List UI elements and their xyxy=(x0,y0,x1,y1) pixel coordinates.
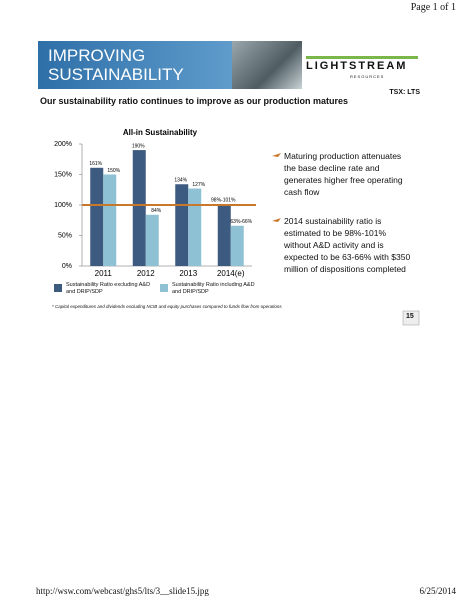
logo-sub: RESOURCES xyxy=(350,74,385,79)
bar xyxy=(217,204,231,266)
value-label: 134% xyxy=(174,178,187,184)
value-label: 98%-101% xyxy=(211,198,236,204)
bar xyxy=(188,188,202,266)
page-count: Page 1 of 1 xyxy=(410,2,456,13)
value-label: 150% xyxy=(107,168,120,174)
y-tick-label: 0% xyxy=(62,263,72,270)
slide-title: IMPROVING SUSTAINABILITY xyxy=(48,46,184,84)
footer-date: 6/25/2014 xyxy=(419,586,456,596)
subtitle: Our sustainability ratio continues to im… xyxy=(40,96,349,106)
bar xyxy=(90,167,104,266)
value-label: 127% xyxy=(192,182,205,188)
value-label: 190% xyxy=(132,143,145,149)
y-tick-label: 200% xyxy=(54,141,72,148)
y-tick-label: 100% xyxy=(54,202,72,209)
legend-label: Sustainability Ratio including A&D and D… xyxy=(172,282,255,295)
photo xyxy=(232,41,302,89)
logo: LIGHTSTREAM xyxy=(306,60,408,72)
value-label: 63%-66% xyxy=(230,219,252,225)
bullet: 2014 sustainability ratio is estimated t… xyxy=(284,216,411,274)
legend-label: Sustainability Ratio excluding A&D and D… xyxy=(66,282,151,295)
x-tick-label: 2012 xyxy=(137,269,155,278)
legend-swatch xyxy=(54,284,62,292)
chart-title: All-in Sustainability xyxy=(123,128,198,137)
bar xyxy=(145,214,159,266)
slide-number-box xyxy=(402,310,420,326)
bar xyxy=(175,184,189,266)
logo-stripe xyxy=(306,56,418,59)
x-tick-label: 2013 xyxy=(179,269,197,278)
value-label: 84% xyxy=(151,208,162,214)
bar xyxy=(103,174,117,266)
bullet-arrows xyxy=(272,153,281,222)
footer-url: http://wsw.com/webcast/ghs5/lts/3__slide… xyxy=(36,586,209,596)
x-tick-label: 2011 xyxy=(95,269,113,278)
title-banner xyxy=(38,41,232,89)
y-tick-label: 150% xyxy=(54,171,72,178)
bar xyxy=(132,150,146,266)
ticker: TSX: LTS xyxy=(389,89,420,96)
y-tick-label: 50% xyxy=(58,232,72,239)
x-tick-label: 2014(e) xyxy=(217,269,245,278)
bullet: Maturing production attenuates the base … xyxy=(284,151,403,197)
footnote: * Capital expenditures and dividends exc… xyxy=(52,304,282,309)
value-label: 161% xyxy=(89,161,102,167)
legend-swatch xyxy=(160,284,168,292)
bar xyxy=(230,225,244,266)
slide-number: 15 xyxy=(406,313,414,320)
